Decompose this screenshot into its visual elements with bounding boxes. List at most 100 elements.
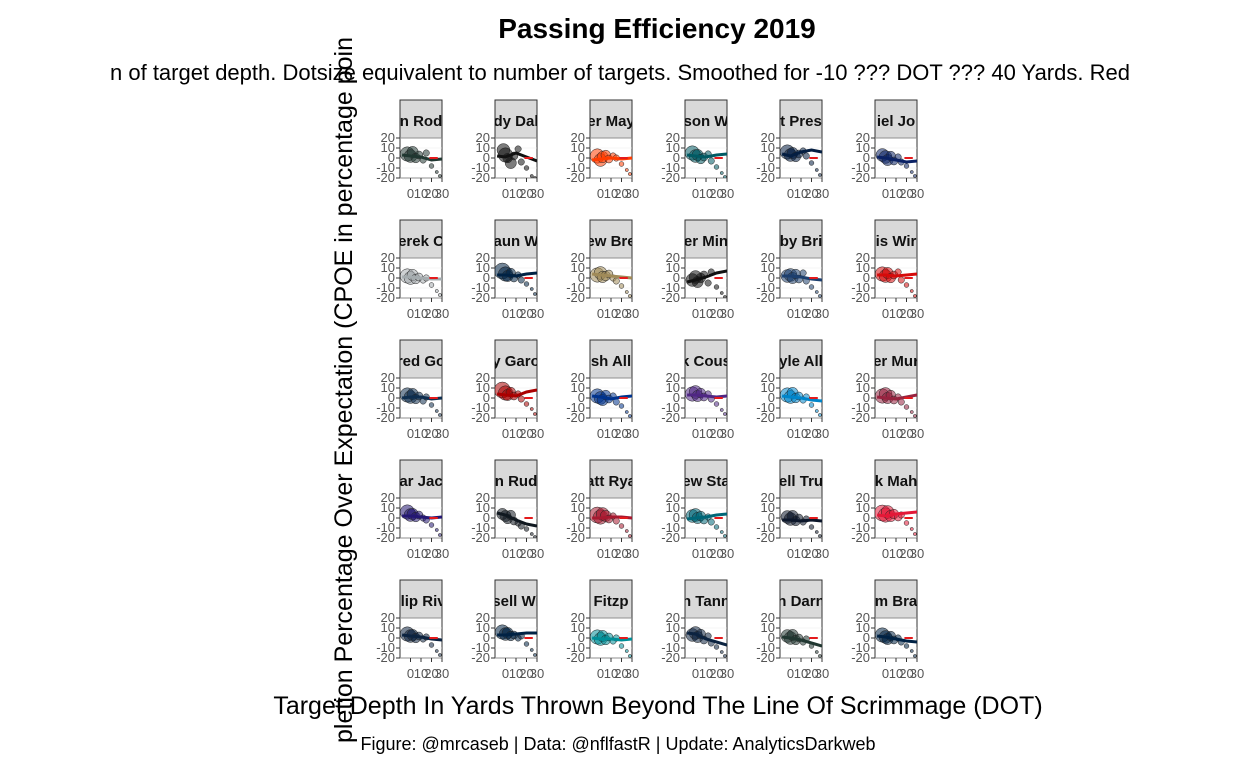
x-tick-label: 30 xyxy=(625,306,639,321)
y-tick-label: 0 xyxy=(578,390,585,405)
y-tick-label: -10 xyxy=(566,280,585,295)
smooth-line xyxy=(781,394,822,403)
facet-plot-area xyxy=(875,627,917,658)
x-tick-label: 0 xyxy=(502,666,509,681)
y-tick-label: 10 xyxy=(761,260,775,275)
facet-plot-area xyxy=(685,385,727,416)
y-tick-label: 20 xyxy=(381,610,395,625)
x-tick-label: 30 xyxy=(625,546,639,561)
y-tick-label: 0 xyxy=(388,630,395,645)
y-tick-label: 0 xyxy=(388,510,395,525)
data-point xyxy=(434,289,439,293)
x-tick-label: 0 xyxy=(597,426,604,441)
facet-strip-label: ew Bre xyxy=(586,233,635,250)
x-tick-label: 0 xyxy=(407,546,414,561)
x-tick-label: 30 xyxy=(530,306,544,321)
x-tick-label: 30 xyxy=(910,426,924,441)
x-tick-label: 20 xyxy=(519,186,533,201)
y-axis-title: pletion Percentage Over Expectation (CPO… xyxy=(330,37,358,743)
y-tick-label: 0 xyxy=(388,270,395,285)
y-tick-label: -10 xyxy=(661,160,680,175)
facet-strip-label: Fitzp xyxy=(594,593,629,610)
data-point xyxy=(529,174,534,178)
x-tick-label: 10 xyxy=(889,306,903,321)
facet-strip-label: ell Tru xyxy=(779,473,823,490)
x-tick-label: 0 xyxy=(407,306,414,321)
y-tick-label: -10 xyxy=(566,640,585,655)
y-tick-label: -20 xyxy=(661,290,680,305)
y-tick-label: -20 xyxy=(851,410,870,425)
data-point xyxy=(628,654,632,658)
y-tick-label: -10 xyxy=(756,280,775,295)
data-point xyxy=(808,402,815,408)
facet-plot-area xyxy=(685,268,727,298)
x-tick-label: 20 xyxy=(804,426,818,441)
data-point xyxy=(612,517,620,525)
x-tick-label: 0 xyxy=(692,306,699,321)
y-tick-label: -10 xyxy=(471,520,490,535)
facet-plot-area xyxy=(875,387,917,418)
x-tick-label: 10 xyxy=(604,666,618,681)
data-point xyxy=(428,163,435,169)
smooth-line xyxy=(497,271,537,278)
y-tick-label: -20 xyxy=(376,410,395,425)
y-tick-label: 20 xyxy=(571,610,585,625)
x-tick-label: 30 xyxy=(910,546,924,561)
data-point xyxy=(723,175,727,178)
data-point xyxy=(529,287,534,291)
y-tick-label: -20 xyxy=(471,650,490,665)
data-point xyxy=(808,524,815,530)
data-point xyxy=(903,520,910,526)
x-tick-label: 20 xyxy=(519,426,533,441)
x-tick-label: 10 xyxy=(604,546,618,561)
y-tick-label: 0 xyxy=(673,510,680,525)
y-tick-label: 20 xyxy=(476,130,490,145)
y-tick-label: -20 xyxy=(756,650,775,665)
smooth-line xyxy=(496,511,537,528)
data-point xyxy=(422,149,430,157)
data-point xyxy=(618,283,625,289)
data-point xyxy=(909,649,914,653)
facet-plot-area xyxy=(590,388,632,418)
x-tick-label: 0 xyxy=(787,546,794,561)
y-tick-label: -10 xyxy=(376,400,395,415)
x-tick-label: 0 xyxy=(882,426,889,441)
facet-strip-label: sell Wi xyxy=(492,593,539,610)
data-point xyxy=(523,401,530,407)
y-tick-label: 10 xyxy=(761,380,775,395)
data-point xyxy=(438,174,442,178)
facet-strip xyxy=(494,219,538,259)
facet-strip-label: att Rya xyxy=(586,473,637,490)
data-point xyxy=(808,160,815,166)
y-tick-label: -10 xyxy=(471,640,490,655)
x-tick-label: 10 xyxy=(699,306,713,321)
x-tick-label: 0 xyxy=(787,426,794,441)
data-point xyxy=(618,403,625,409)
x-tick-label: 30 xyxy=(625,186,639,201)
y-tick-label: -20 xyxy=(376,650,395,665)
facet-strip-label: is Wir xyxy=(876,233,917,250)
facet-strip xyxy=(399,459,443,499)
facet-plot-area xyxy=(780,510,822,538)
x-tick-label: 10 xyxy=(889,186,903,201)
facet-plot-area xyxy=(495,381,537,416)
y-tick-label: 0 xyxy=(483,390,490,405)
facet-strip-label: red Go xyxy=(397,353,445,370)
data-point xyxy=(814,650,819,654)
y-tick-label: -20 xyxy=(471,290,490,305)
smooth-line xyxy=(876,393,917,401)
y-tick-label: -10 xyxy=(756,640,775,655)
x-tick-label: 20 xyxy=(424,306,438,321)
data-point xyxy=(723,534,727,538)
facet-strip-label: k Mah xyxy=(875,473,918,490)
y-tick-label: -20 xyxy=(471,530,490,545)
y-tick-label: 20 xyxy=(761,250,775,265)
facet-plot-area xyxy=(400,146,442,178)
